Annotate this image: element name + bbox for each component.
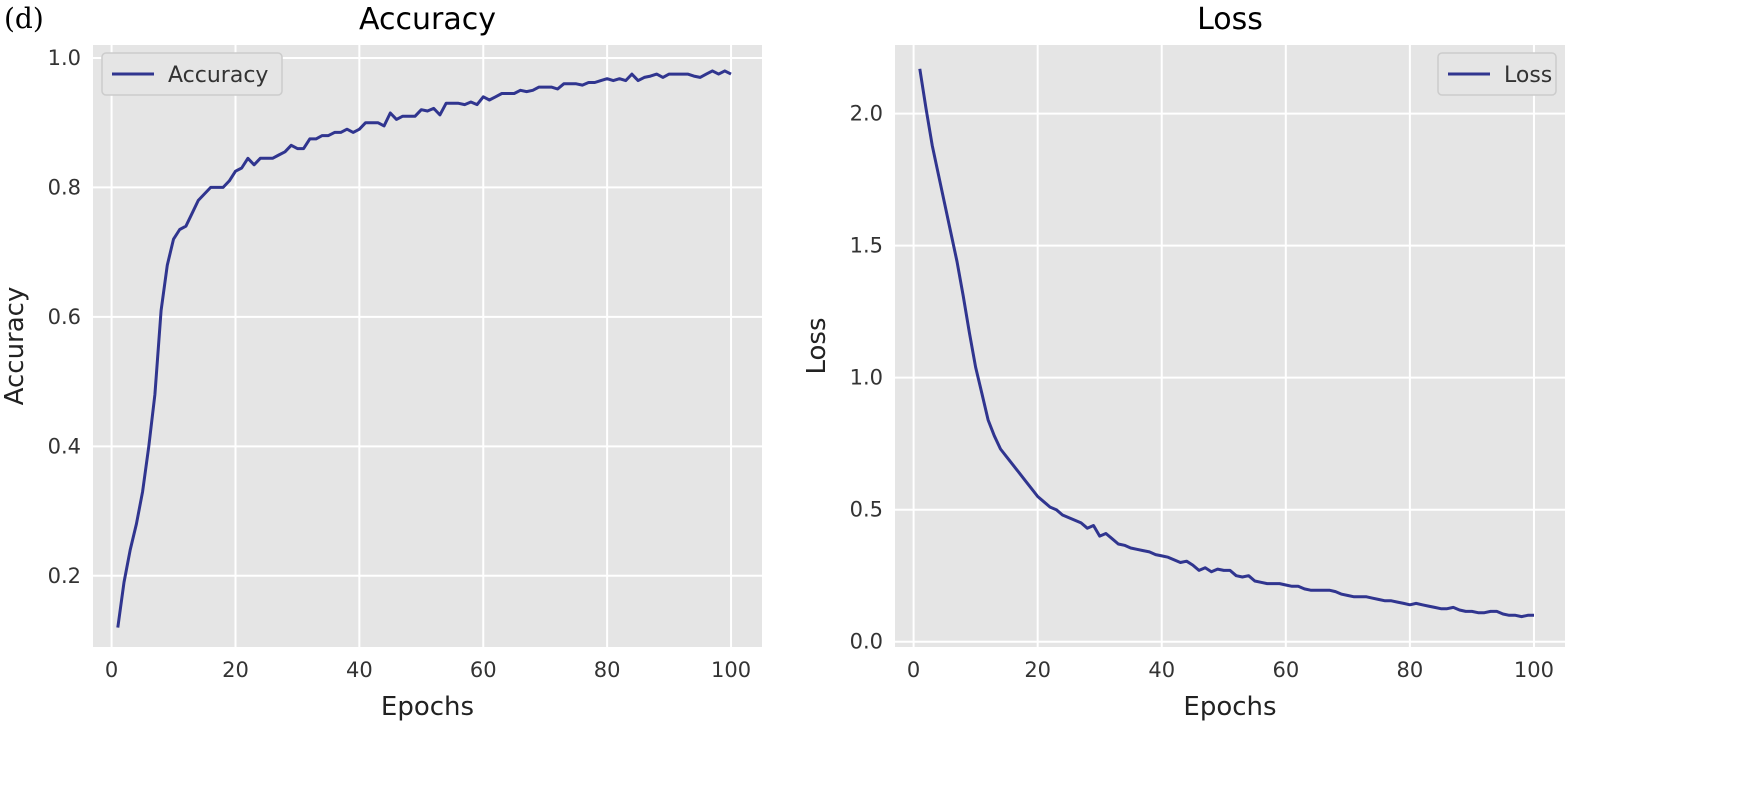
chart-0: 0 20 40 60 80 100 0.2 0.4 0.6 0.8 1.0 Accuracy Epoch… [0,2,762,722]
y-tick-label: 2.0 [850,102,883,126]
y-tick-label: 0.4 [48,434,81,458]
panel-label: (d) [4,2,44,35]
series-line-accuracy [116,69,732,628]
y-tick-label: 0.6 [48,305,81,329]
plot-area [895,45,1565,647]
x-tick-label: 20 [1024,658,1051,682]
x-tick-label: 60 [470,658,497,682]
legend: Accuracy [101,52,283,96]
legend-label: Accuracy [168,63,268,88]
x-tick-label: 80 [594,658,621,682]
x-tick-label: 100 [1514,658,1554,682]
x-tick-label: 40 [346,658,373,682]
y-tick-label: 1.0 [850,366,883,390]
legend-box [1437,52,1557,96]
legend: Loss [1437,52,1557,96]
series-line-loss [918,68,1534,619]
x-tick-label: 0 [907,658,920,682]
y-axis-label: Loss [802,317,832,374]
y-tick-label: 1.5 [850,234,883,258]
y-tick-label: 0.0 [850,630,883,654]
chart-title: Accuracy [359,2,496,37]
legend-box [101,52,283,96]
x-tick-label: 100 [711,658,751,682]
y-tick-label: 0.5 [850,498,883,522]
x-tick-label: 20 [222,658,249,682]
y-tick-label: 1.0 [48,46,81,70]
x-axis-label: Epochs [381,692,474,722]
y-axis-label: Accuracy [0,287,30,406]
plot-area [93,45,762,647]
x-axis-label: Epochs [1183,692,1276,722]
x-tick-label: 60 [1272,658,1299,682]
chart-1: 0 20 40 60 80 100 0.0 0.5 1.0 1.5 2.0 Loss Epochs Los… [802,2,1565,722]
y-tick-label: 0.8 [48,175,81,199]
chart-title: Loss [1197,2,1263,37]
x-tick-label: 80 [1397,658,1424,682]
x-tick-label: 40 [1148,658,1175,682]
legend-label: Loss [1504,63,1552,88]
y-tick-label: 0.2 [48,564,81,588]
x-tick-label: 0 [105,658,118,682]
